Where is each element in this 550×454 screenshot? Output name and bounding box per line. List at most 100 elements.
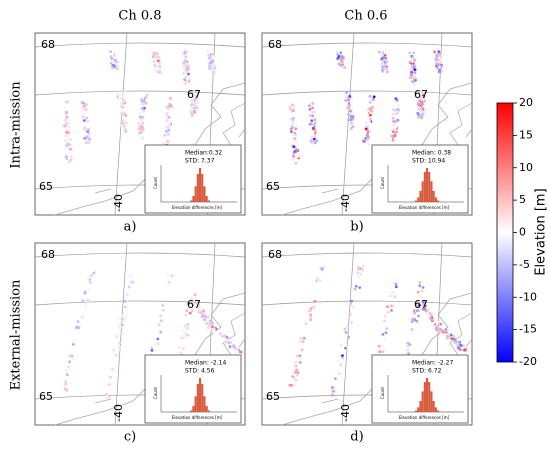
colorbar: [496, 102, 514, 363]
map-point: [288, 383, 292, 387]
map-point: [290, 383, 294, 387]
map-point: [339, 363, 343, 367]
map-point: [188, 311, 192, 315]
map-point: [121, 318, 124, 321]
map-point: [394, 285, 398, 289]
map-point: [458, 340, 462, 344]
map-point: [178, 346, 181, 349]
map-point: [313, 141, 317, 145]
map-point: [89, 281, 92, 285]
map-point: [349, 302, 353, 306]
map-point: [111, 59, 114, 63]
map-point: [86, 298, 90, 302]
map-point: [183, 335, 186, 339]
map-point: [347, 118, 351, 122]
map-point: [347, 127, 351, 131]
map-point: [63, 387, 67, 391]
map-point: [114, 62, 118, 66]
map-point: [291, 375, 294, 378]
map-point: [434, 58, 438, 62]
inset-xlabel: Elevation differences [m]: [399, 415, 450, 420]
map-point: [213, 71, 217, 75]
map-point: [293, 371, 297, 374]
map-point: [76, 320, 80, 323]
inset-bar: [190, 200, 193, 202]
map-point: [182, 329, 185, 333]
map-point: [417, 115, 420, 119]
map-point: [206, 326, 210, 330]
map-point: [63, 124, 66, 128]
map-point: [337, 55, 341, 58]
map-point: [114, 58, 117, 62]
map-point: [439, 322, 443, 326]
map-point: [309, 307, 313, 310]
inset-bar: [190, 410, 193, 412]
map-point: [183, 78, 187, 81]
map-point: [346, 325, 350, 329]
map-point: [417, 314, 420, 318]
map-point: [384, 331, 388, 335]
map-point: [412, 309, 416, 313]
map-point: [66, 142, 70, 146]
map-point: [396, 108, 400, 111]
map-point: [156, 59, 160, 63]
map-point: [87, 141, 91, 144]
inset-bar: [199, 378, 202, 412]
map-point: [308, 114, 312, 118]
map-point: [410, 72, 413, 76]
map-point: [418, 295, 422, 298]
map-point: [84, 308, 88, 312]
panel-label: b): [350, 220, 363, 235]
map-point: [115, 66, 119, 69]
map-point: [120, 94, 124, 98]
map-point: [166, 273, 170, 276]
map-point: [412, 80, 415, 84]
inset-bar: [194, 186, 197, 202]
map-point: [364, 121, 368, 124]
graticule: [34, 42, 246, 48]
map-point: [124, 114, 128, 117]
map-point: [341, 52, 345, 56]
inset-bar: [430, 181, 433, 202]
map-point: [392, 295, 396, 298]
map-point: [344, 97, 348, 101]
inset-bar: [415, 410, 418, 412]
map-point: [166, 129, 170, 133]
map-point: [123, 129, 127, 133]
map-point: [125, 121, 129, 124]
map-point: [390, 309, 393, 312]
map-point: [120, 332, 124, 336]
map-point: [421, 307, 425, 311]
map-point: [442, 330, 446, 334]
lon-label: -40: [112, 194, 125, 212]
map-point: [322, 265, 326, 269]
map-point: [296, 373, 299, 377]
map-point: [65, 368, 68, 372]
map-point: [384, 61, 388, 64]
map-point: [151, 55, 155, 59]
inset-xlabel: Elevation differences [m]: [399, 205, 450, 210]
lat-label: 68: [41, 248, 55, 261]
map-point: [445, 336, 449, 340]
map-point: [213, 66, 217, 70]
map-point: [195, 106, 199, 109]
map-point: [430, 318, 434, 321]
map-point: [331, 389, 335, 393]
map-point: [420, 102, 424, 106]
map-point: [420, 116, 424, 119]
map-point: [406, 349, 410, 353]
inset-bar: [201, 383, 204, 412]
map-point: [364, 127, 368, 131]
map-point: [410, 60, 414, 63]
map-point: [193, 301, 197, 304]
map-point: [313, 132, 317, 135]
map-point: [384, 314, 387, 318]
map-point: [212, 330, 216, 334]
map-point: [300, 348, 304, 352]
map-point: [393, 134, 397, 138]
inset-xlabel: Elevation differences [m]: [172, 415, 223, 420]
